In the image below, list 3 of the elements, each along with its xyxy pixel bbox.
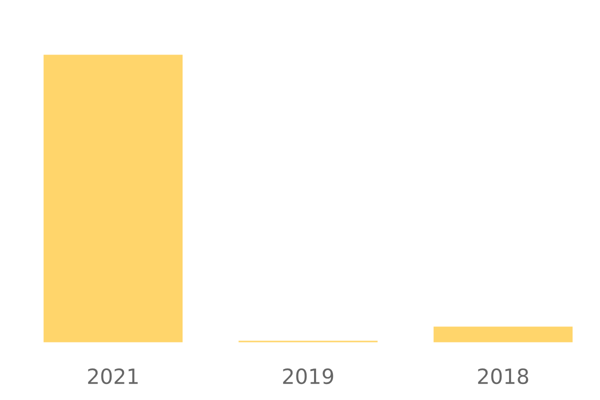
x-tick-label: 2019 [283, 368, 334, 384]
x-tick-label: 2018 [478, 368, 528, 384]
x-tick-label: 2021 [88, 368, 138, 384]
